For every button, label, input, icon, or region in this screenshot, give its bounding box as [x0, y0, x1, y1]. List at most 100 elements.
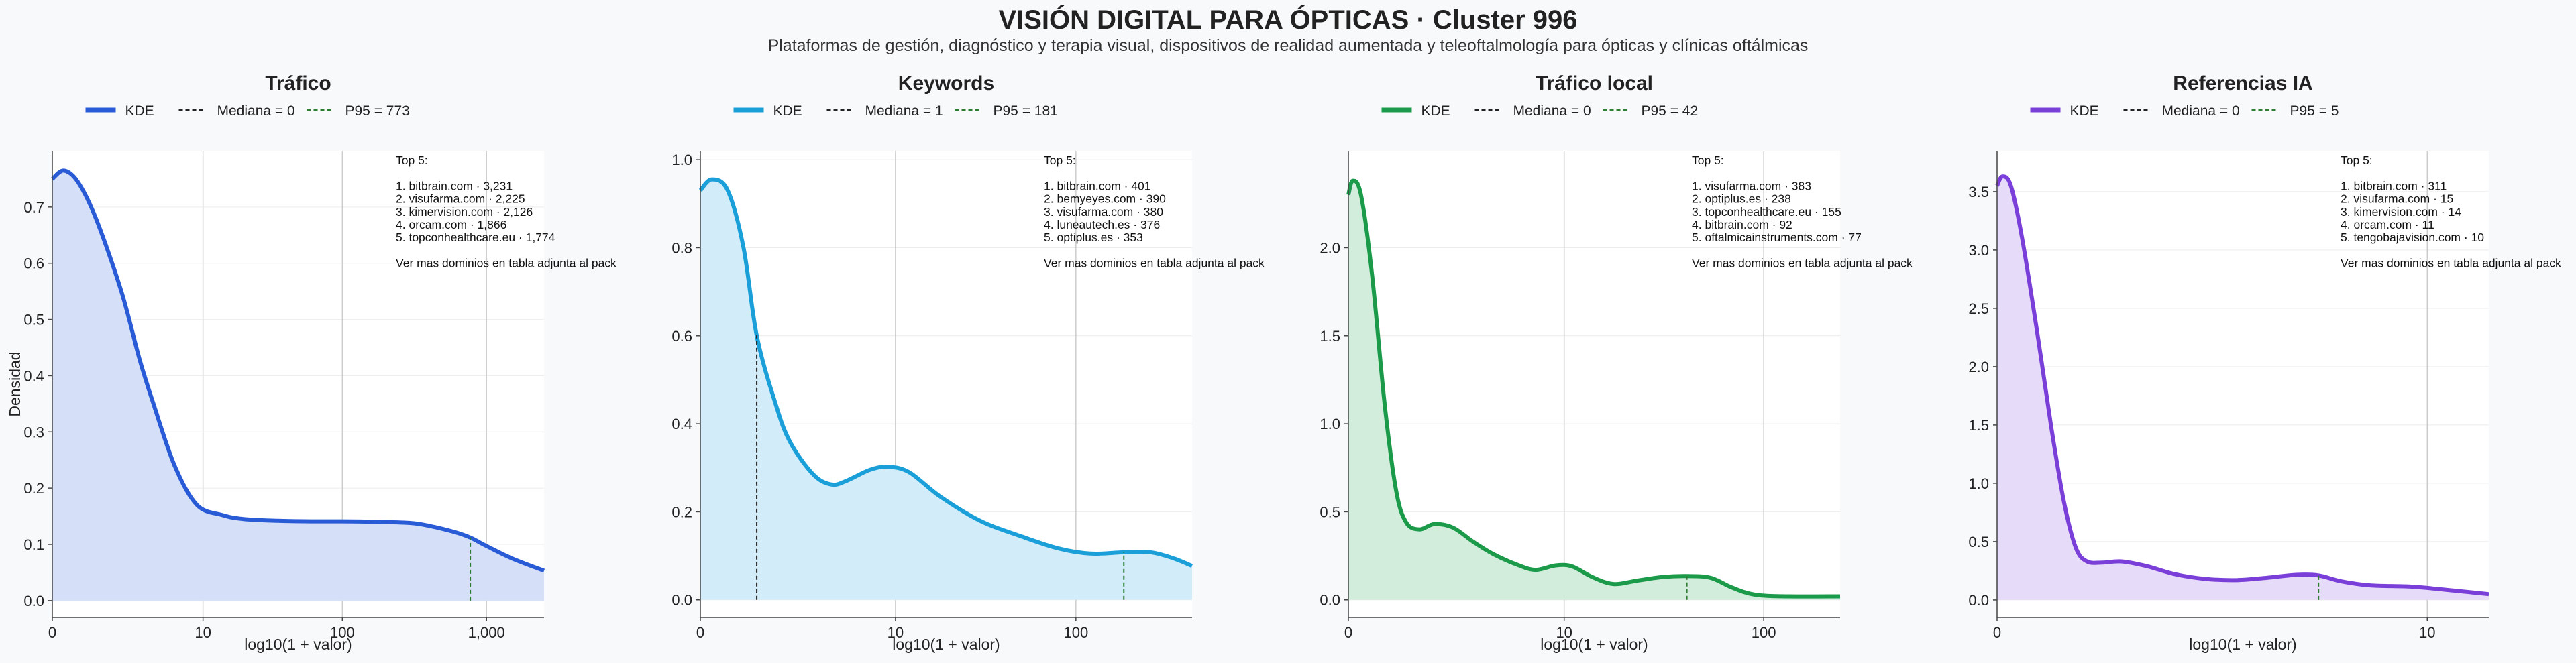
y-tick-label: 0.2 [672, 503, 692, 520]
annotation-line: 4. orcam.com · 1,866 [396, 218, 506, 231]
x-tick-label: 10 [1556, 624, 1572, 641]
annotation-line: 1. visufarma.com · 383 [1692, 179, 1811, 192]
y-tick-label: 0.0 [1968, 592, 1989, 609]
chart-title: Tráfico [265, 72, 331, 95]
y-tick-label: 0.0 [672, 592, 692, 609]
page-title: VISIÓN DIGITAL PARA ÓPTICAS · Cluster 99… [998, 5, 1578, 35]
chart-panel-4: 0.0 0.5 1.0 1.5 2.0 2.5 3.0 3.5 0 10 log10(1 + val… [1968, 72, 2561, 653]
y-tick-label: 2.0 [1320, 239, 1340, 256]
annotation-line: 5. tengobajavision.com · 10 [2341, 231, 2484, 244]
y-tick-label: 1.0 [1968, 475, 1989, 492]
annotation-line: Top 5: [1044, 154, 1076, 167]
y-tick-label: 0.4 [23, 367, 44, 384]
x-tick-label: 100 [330, 624, 355, 641]
x-tick-label: 0 [1993, 624, 2001, 641]
annotation-line: 1. bitbrain.com · 311 [2341, 179, 2447, 192]
kde-area [52, 170, 544, 601]
legend: KDE Mediana = 0 P95 = 5 [2030, 103, 2339, 119]
annotation-line: Top 5: [396, 154, 428, 167]
y-tick-label: 0.8 [672, 239, 692, 256]
kde-area [1348, 180, 1840, 600]
kde-line [698, 177, 1193, 568]
kde-area [700, 179, 1192, 600]
chart-panel-3: 0.0 0.5 1.0 1.5 2.0 0 10 100 log10(1 + valor) Trá… [1320, 72, 1913, 653]
chart-title: Keywords [898, 72, 994, 95]
legend: KDE Mediana = 0 P95 = 773 [85, 103, 410, 119]
y-tick-label: 0.5 [23, 312, 44, 328]
annotation-line: Ver mas dominios en tabla adjunta al pac… [1044, 257, 1265, 270]
y-tick-label: 3.0 [1968, 242, 1989, 259]
y-tick-label: 0.3 [23, 424, 44, 440]
y-tick-label: 0.0 [23, 593, 44, 609]
legend-kde-label: KDE [1421, 103, 1450, 119]
y-tick-label: 0.6 [672, 328, 692, 345]
annotation-line: 3. topconhealthcare.eu · 155 [1692, 205, 1841, 219]
annotation-line: Ver mas dominios en tabla adjunta al pac… [2341, 257, 2561, 270]
annotation-line: 2. visufarma.com · 2,225 [396, 192, 525, 206]
kde-area [1997, 176, 2489, 600]
y-tick-label: 1.0 [672, 152, 692, 168]
y-tick-label: 3.5 [1968, 184, 1989, 200]
annotation-line: 5. optiplus.es · 353 [1044, 231, 1143, 244]
chart-panel-2: 0.0 0.2 0.4 0.6 0.8 1.0 0 10 100 log10(1 + valor)… [672, 72, 1265, 653]
kde-line [1995, 174, 2489, 597]
chart-title: Tráfico local [1536, 72, 1653, 95]
legend-median-label: Mediana = 0 [2162, 103, 2240, 119]
y-tick-label: 1.0 [1320, 416, 1340, 432]
y-tick-label: 0.6 [23, 255, 44, 272]
x-tick-label: 1,000 [468, 624, 505, 641]
x-axis-label: log10(1 + valor) [1540, 636, 1648, 653]
legend-p95-label: P95 = 5 [2290, 103, 2339, 119]
x-tick-label: 10 [2419, 624, 2435, 641]
y-axis-label: Densidad [6, 351, 23, 416]
annotation-line: 3. visufarma.com · 380 [1044, 205, 1163, 219]
legend: KDE Mediana = 0 P95 = 42 [1381, 103, 1699, 119]
legend-p95-label: P95 = 42 [1642, 103, 1699, 119]
legend-kde-label: KDE [125, 103, 154, 119]
y-tick-label: 1.5 [1320, 328, 1340, 345]
y-tick-label: 0.5 [1320, 503, 1340, 520]
x-tick-label: 0 [48, 624, 56, 641]
kde-line [50, 168, 545, 573]
x-axis-label: log10(1 + valor) [892, 636, 1000, 653]
annotation-line: 1. bitbrain.com · 3,231 [396, 179, 513, 192]
x-tick-label: 100 [1063, 624, 1088, 641]
legend-median-label: Mediana = 0 [217, 103, 295, 119]
annotation-line: Ver mas dominios en tabla adjunta al pac… [396, 257, 616, 270]
x-tick-label: 0 [1344, 624, 1352, 641]
annotation-line: 4. bitbrain.com · 92 [1692, 218, 1792, 231]
x-tick-label: 10 [195, 624, 211, 641]
x-tick-label: 100 [1752, 624, 1776, 641]
legend-p95-label: P95 = 181 [994, 103, 1058, 119]
plot-area [1997, 151, 2489, 617]
y-tick-label: 0.1 [23, 536, 44, 553]
annotation-line: 2. optiplus.es · 238 [1692, 192, 1791, 206]
chart-title: Referencias IA [2173, 72, 2312, 95]
annotation-line: 1. bitbrain.com · 401 [1044, 179, 1151, 192]
legend-median-label: Mediana = 0 [1513, 103, 1591, 119]
annotation-line: 4. orcam.com · 11 [2341, 218, 2434, 231]
y-tick-label: 0.4 [672, 416, 692, 432]
kde-line [1346, 178, 1841, 599]
annotation-line: 4. luneautech.es · 376 [1044, 218, 1160, 231]
legend-kde-label: KDE [2070, 103, 2099, 119]
legend: KDE Mediana = 1 P95 = 181 [733, 103, 1058, 119]
y-tick-label: 0.2 [23, 480, 44, 497]
chart-panel-1: 0.0 0.1 0.2 0.3 0.4 0.5 0.6 0.7 0 10 100 1,000 log10… [6, 72, 616, 653]
y-tick-label: 0.7 [23, 199, 44, 216]
y-tick-label: 2.5 [1968, 300, 1989, 317]
x-tick-label: 0 [696, 624, 704, 641]
annotation-line: Ver mas dominios en tabla adjunta al pac… [1692, 257, 1913, 270]
annotation-line: 2. visufarma.com · 15 [2341, 192, 2453, 206]
annotation-line: 3. kimervision.com · 14 [2341, 205, 2461, 219]
x-axis-label: log10(1 + valor) [2189, 636, 2296, 653]
annotation-line: 5. topconhealthcare.eu · 1,774 [396, 231, 555, 244]
legend-median-label: Mediana = 1 [865, 103, 943, 119]
x-axis-label: log10(1 + valor) [244, 636, 352, 653]
annotation-line: 2. bemyeyes.com · 390 [1044, 192, 1166, 206]
